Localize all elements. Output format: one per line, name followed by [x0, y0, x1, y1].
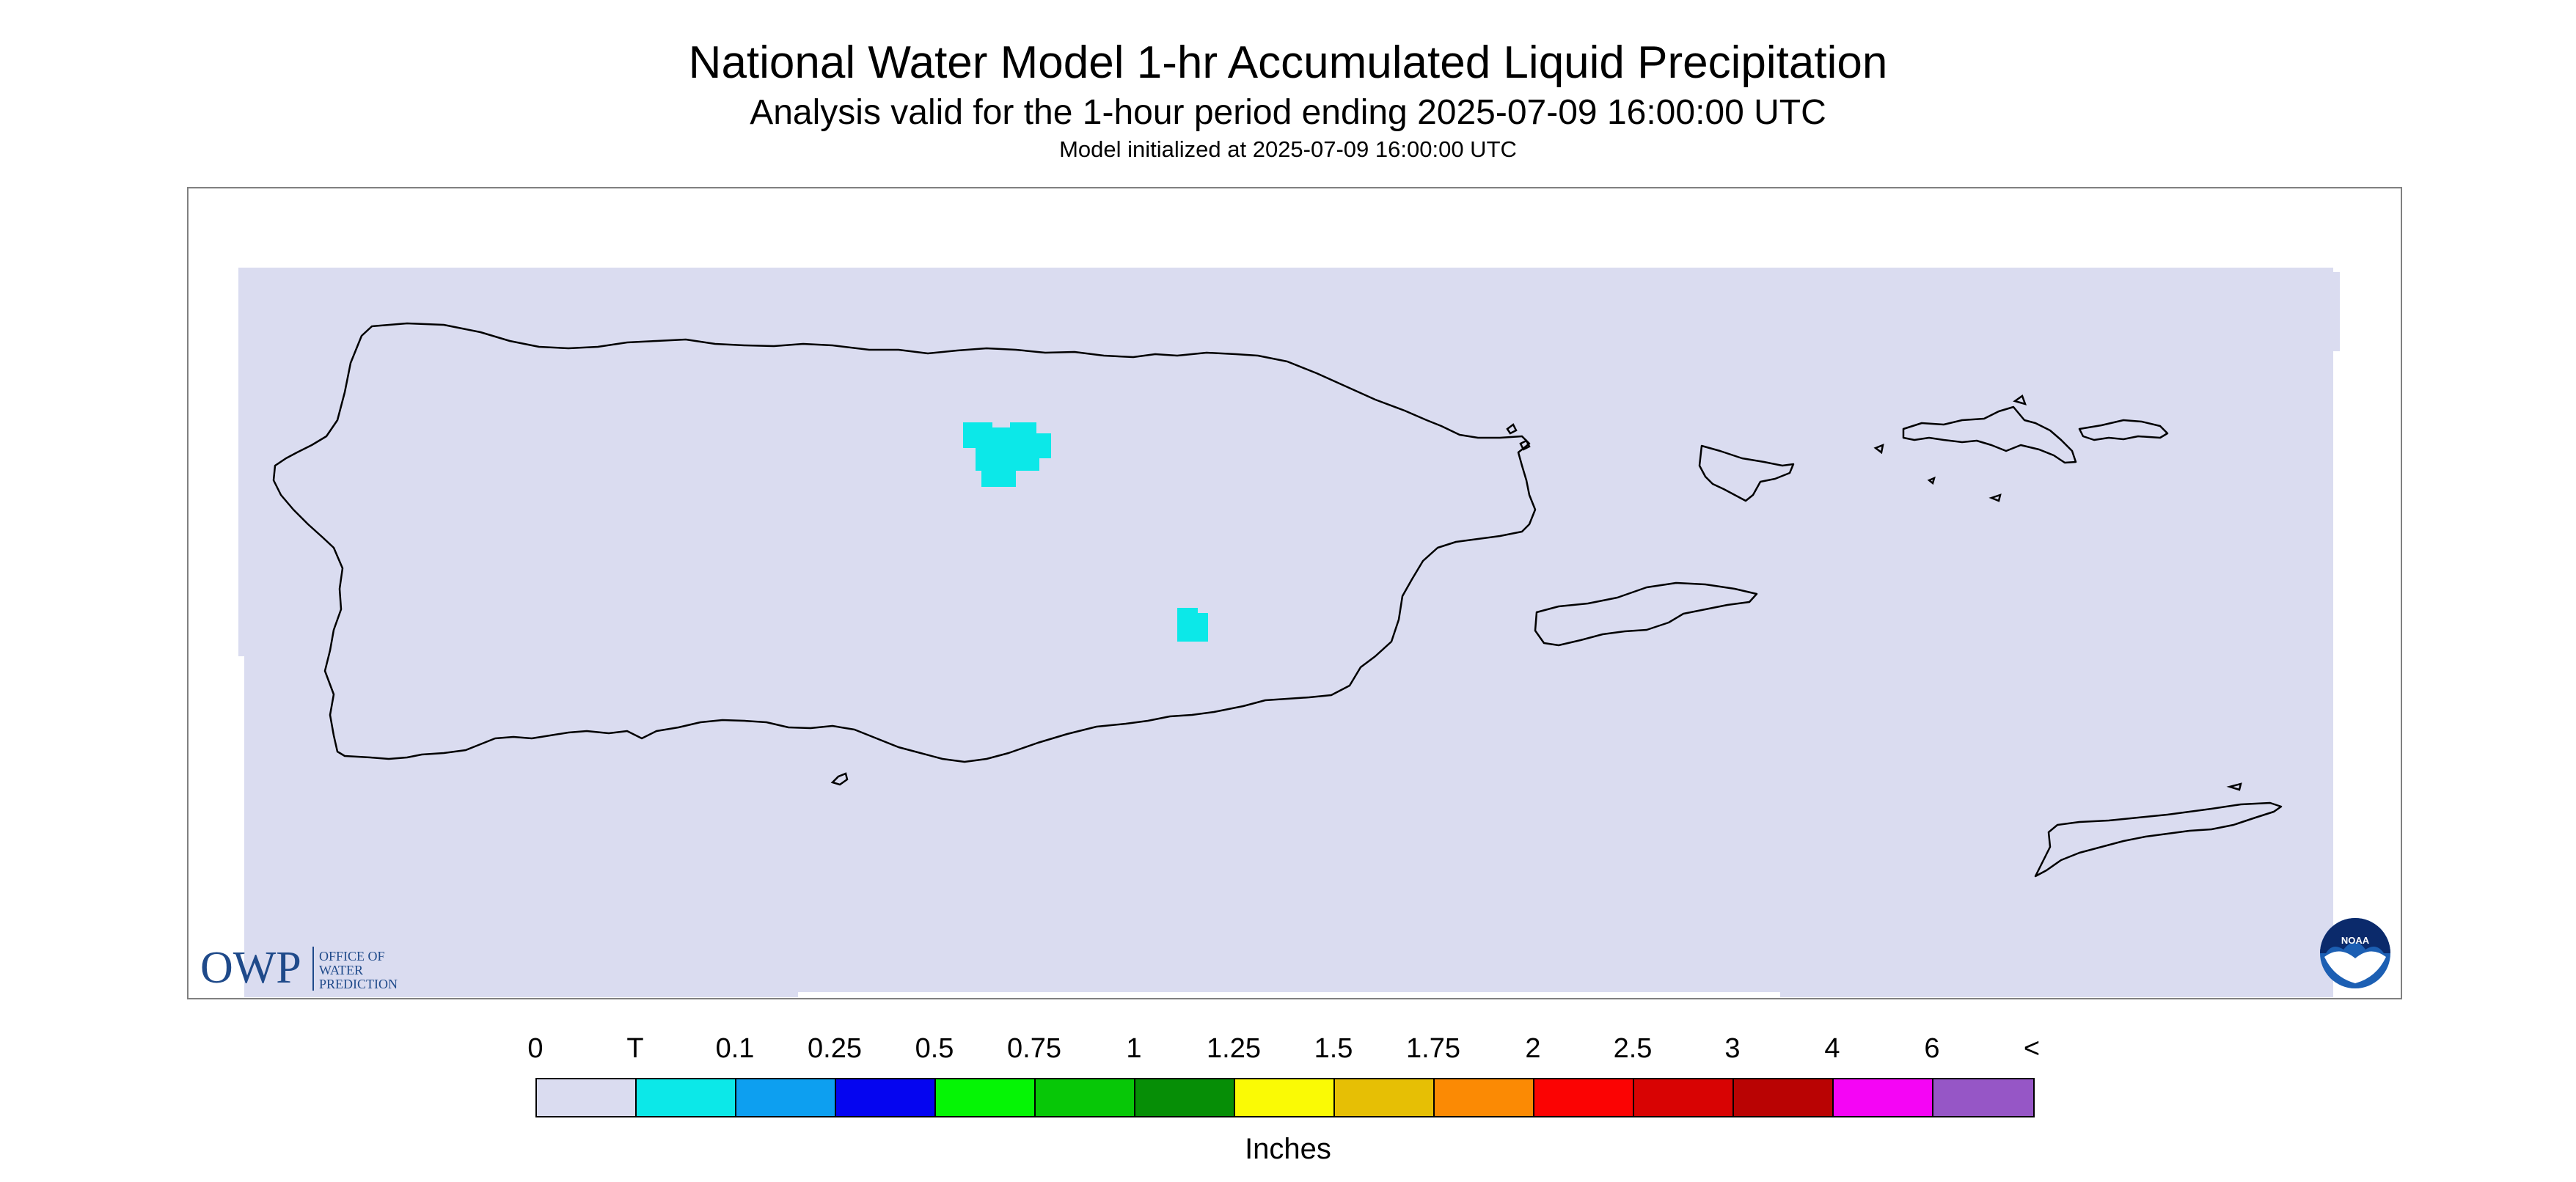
- st-croix-coastline: [2034, 801, 2283, 878]
- legend-label: <: [2023, 1033, 2041, 1064]
- model-init-time: Model initialized at 2025-07-09 16:00:00…: [1059, 136, 1517, 162]
- legend-label: 0.25: [808, 1033, 862, 1064]
- owp-logo-line2: WATER: [319, 963, 363, 977]
- legend-swatch: [1235, 1079, 1335, 1116]
- legend-label: T: [626, 1033, 644, 1064]
- color-legend-bar: [535, 1078, 2035, 1117]
- owp-logo-line3: PREDICTION: [319, 977, 398, 991]
- bvi-islet-3: [1988, 493, 2002, 502]
- legend-label: 0: [527, 1033, 544, 1064]
- map-title: National Water Model 1-hr Accumulated Li…: [688, 37, 1888, 88]
- legend-label: 2: [1525, 1033, 1541, 1064]
- legend-swatch: [1834, 1079, 1933, 1116]
- legend-label: 0.5: [915, 1033, 954, 1064]
- bvi-islet-1: [2013, 394, 2027, 405]
- noaa-logo: NOAA: [2320, 918, 2390, 988]
- legend-label: 3: [1724, 1033, 1741, 1064]
- legend-swatch: [1734, 1079, 1834, 1116]
- legend-labels: 0 T 0.1 0.25 0.5 0.75 1 1.25 1.5 1.75 2 …: [0, 1030, 2576, 1067]
- st-croix-islet: [2226, 782, 2242, 791]
- legend-units: Inches: [1245, 1133, 1331, 1165]
- culebra-islet: [1506, 423, 1518, 435]
- legend-label: 1: [1126, 1033, 1142, 1064]
- precip-area-north: [963, 422, 1051, 487]
- bvi-islet-4: [1927, 476, 1936, 485]
- map-subtitle: Analysis valid for the 1-hour period end…: [750, 93, 1826, 132]
- owp-logo-line1: OFFICE OF: [319, 949, 385, 963]
- vieques-coastline: [1534, 581, 1758, 647]
- legend-swatch: [537, 1079, 637, 1116]
- legend-label: 0.75: [1007, 1033, 1061, 1064]
- legend-label: 4: [1824, 1033, 1840, 1064]
- legend-swatch: [936, 1079, 1036, 1116]
- islet-east: [1519, 439, 1531, 451]
- legend-label: 1.75: [1406, 1033, 1460, 1064]
- small-island-south: [830, 772, 849, 786]
- legend-label: 1.25: [1207, 1033, 1261, 1064]
- precipitation-map: OWP OFFICE OF WATER PREDICTION NOAA: [187, 187, 2402, 999]
- model-domain-area: [238, 268, 2340, 997]
- legend-swatch: [736, 1079, 836, 1116]
- legend-swatch: [1036, 1079, 1135, 1116]
- st-thomas-coastline: [1698, 444, 1795, 502]
- legend-swatch: [836, 1079, 936, 1116]
- legend-label: 0.1: [715, 1033, 755, 1064]
- st-john-bvi-coastline: [1902, 405, 2077, 464]
- owp-logo: OWP OFFICE OF WATER PREDICTION: [200, 943, 398, 993]
- legend-swatch: [1534, 1079, 1634, 1116]
- legend-swatch: [1435, 1079, 1534, 1116]
- anegada-coastline: [2078, 419, 2169, 441]
- legend-label: 1.5: [1314, 1033, 1353, 1064]
- puerto-rico-coastline: [272, 322, 1537, 763]
- legend-swatch: [1933, 1079, 2033, 1116]
- owp-logo-letters: OWP: [200, 943, 301, 993]
- legend-swatch: [1634, 1079, 1734, 1116]
- legend-label: 2.5: [1613, 1033, 1653, 1064]
- legend-swatch: [1335, 1079, 1435, 1116]
- precip-area-south: [1177, 608, 1208, 642]
- legend-label: 6: [1924, 1033, 1940, 1064]
- bvi-islet-2: [1873, 443, 1884, 455]
- legend-swatch: [637, 1079, 736, 1116]
- noaa-logo-text: NOAA: [2341, 935, 2370, 946]
- legend-swatch: [1135, 1079, 1235, 1116]
